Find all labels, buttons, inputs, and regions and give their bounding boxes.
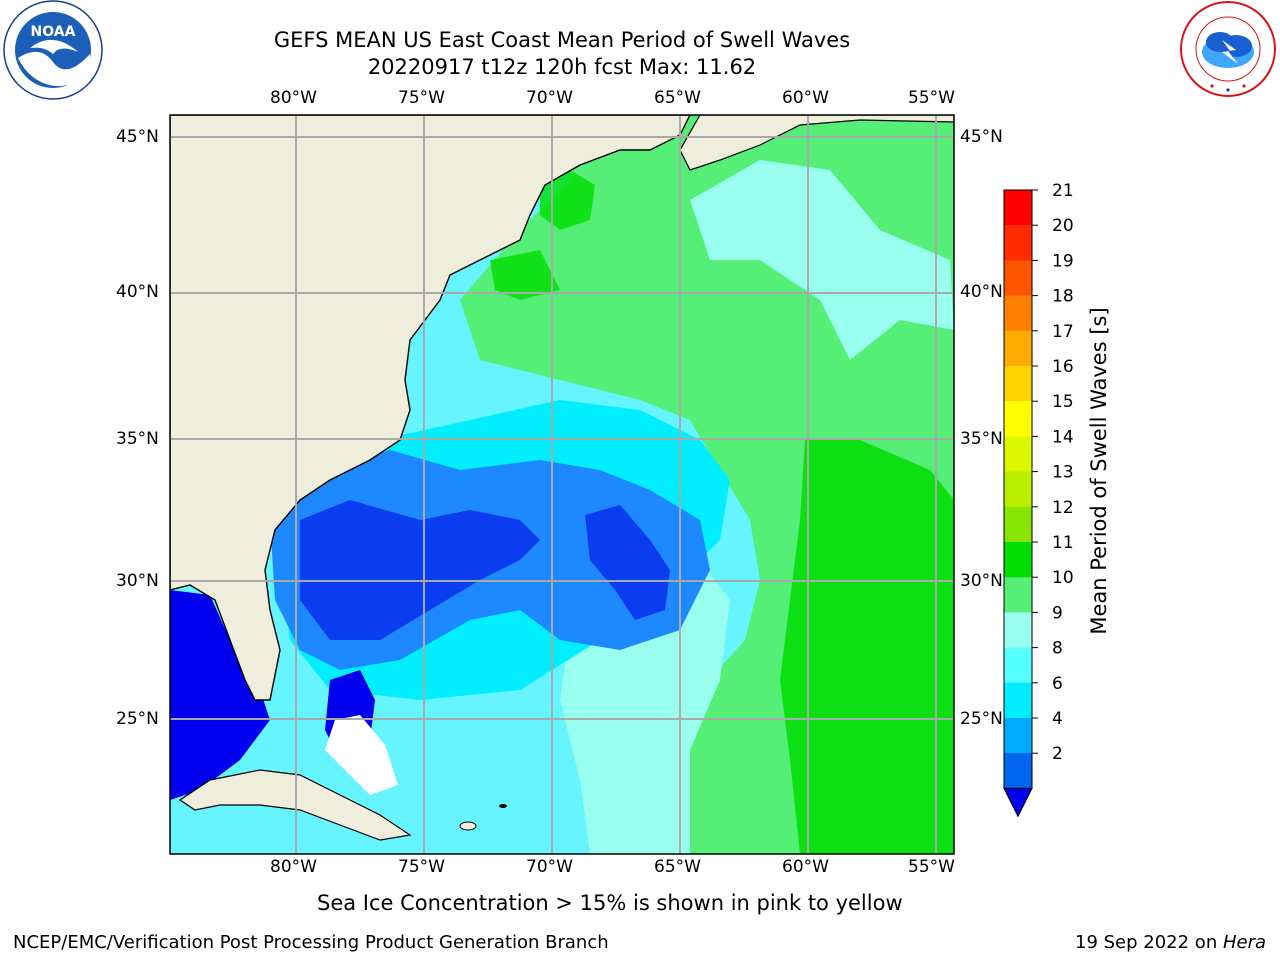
credit-line: NCEP/EMC/Verification Post Processing Pr…: [13, 932, 609, 953]
colorbar-segment: [1004, 190, 1032, 226]
bahamas-nodata: [325, 715, 398, 795]
colorbar-tick-label: 21: [1052, 181, 1074, 201]
colorbar-segment: [1004, 471, 1032, 508]
lat-tick-right-35n: 35°N: [960, 429, 1003, 449]
lon-tick-top-65w: 65°W: [654, 88, 701, 108]
lat-tick-right-30n: 30°N: [960, 571, 1003, 591]
graticule: [170, 115, 954, 854]
lon-tick-bottom-75w: 75°W: [398, 857, 445, 877]
colorbar-segment: [1004, 542, 1032, 578]
colorbar-tick-label: 19: [1052, 251, 1074, 271]
colorbar-segment: [1004, 718, 1032, 754]
colorbar-segment: [1004, 577, 1032, 613]
lon-tick-top-55w: 55°W: [908, 88, 955, 108]
colorbar-segment: [1004, 401, 1032, 437]
lat-tick-left-30n: 30°N: [116, 571, 159, 591]
hispaniola-island: [459, 821, 477, 831]
lon-tick-bottom-70w: 70°W: [526, 857, 573, 877]
swell-2-4s-region-b: [585, 505, 670, 620]
colorbar-tick-label: 14: [1052, 427, 1074, 447]
noaa-logo: NOAA: [3, 0, 103, 100]
colorbar-label: Mean Period of Swell Waves [s]: [1087, 307, 1111, 634]
colorbar-tick-label: 9: [1052, 603, 1063, 623]
colorbar-tick-label: 8: [1052, 639, 1063, 659]
colorbar-tick-label: 12: [1052, 498, 1074, 518]
colorbar-segment: [1004, 506, 1032, 543]
lon-tick-top-80w: 80°W: [270, 88, 317, 108]
colorbar-tick-label: 4: [1052, 709, 1063, 729]
map-frame: [169, 114, 955, 855]
chart-subtitle: 20220917 t12z 120h fcst Max: 11.62: [367, 55, 757, 79]
colorbar-segment: [1004, 225, 1032, 261]
colorbar-segment: [1004, 682, 1032, 719]
colorbar-tick-label: 11: [1052, 533, 1074, 553]
colorbar: 21 20 19 18 17 16 15 14 13 12 11 10 9 8 6 4 2: [1003, 181, 1074, 818]
swell-10-11s-patch-nj: [490, 250, 560, 300]
swell-10-11s-region: [780, 440, 954, 854]
lat-tick-right-25n: 25°N: [960, 709, 1003, 729]
lon-tick-top-70w: 70°W: [526, 88, 573, 108]
lat-tick-right-40n: 40°N: [960, 282, 1003, 302]
colorbar-tick-label: 17: [1052, 322, 1074, 342]
colorbar-segment: [1004, 366, 1032, 402]
colorbar-under-arrow: [1003, 787, 1033, 818]
lon-tick-top-75w: 75°W: [398, 88, 445, 108]
chart-title: GEFS MEAN US East Coast Mean Period of S…: [273, 28, 851, 52]
colorbar-tick-label: 18: [1052, 287, 1074, 307]
colorbar-tick-label: 16: [1052, 357, 1074, 377]
colorbar-tick-label: 15: [1052, 392, 1074, 412]
gulf-under-range-region: [170, 590, 270, 800]
swell-8-9s-patch-a: [690, 160, 954, 360]
colorbar-segment: [1004, 647, 1032, 684]
lat-tick-left-40n: 40°N: [116, 282, 159, 302]
maritimes-land: [679, 115, 954, 171]
lat-tick-left-45n: 45°N: [116, 127, 159, 147]
colorbar-tick-label: 13: [1052, 463, 1074, 483]
swell-2-4s-region-a: [300, 500, 540, 640]
colorbar-segment: [1004, 612, 1032, 649]
north-america-land: [170, 115, 691, 701]
map-panel: [170, 115, 954, 854]
colorbar-segment: [1004, 330, 1032, 367]
colorbar-segment: [1004, 436, 1032, 473]
lat-tick-left-35n: 35°N: [116, 429, 159, 449]
colorbar-tick-label: 20: [1052, 216, 1074, 236]
swell-10-11s-patch-gulf-maine: [540, 170, 595, 230]
sea-ice-note: Sea Ice Concentration > 15% is shown in …: [317, 891, 903, 915]
lon-tick-bottom-55w: 55°W: [908, 857, 955, 877]
lon-tick-bottom-65w: 65°W: [654, 857, 701, 877]
colorbar-tick-label: 2: [1052, 744, 1063, 764]
colorbar-tick-label: 10: [1052, 568, 1074, 588]
lat-tick-left-25n: 25°N: [116, 709, 159, 729]
lon-tick-top-60w: 60°W: [782, 88, 829, 108]
nws-logo: [1180, 1, 1276, 97]
lon-tick-bottom-60w: 60°W: [782, 857, 829, 877]
island-a: [499, 804, 507, 808]
machine-name: Hera: [1222, 932, 1266, 953]
colorbar-tick-label: 6: [1052, 674, 1063, 694]
lon-tick-bottom-80w: 80°W: [270, 857, 317, 877]
svg-text:NOAA: NOAA: [31, 24, 76, 40]
colorbar-segment: [1004, 260, 1032, 297]
colorbar-frame: [1003, 189, 1033, 789]
colorbar-segment: [1004, 295, 1032, 332]
colorbar-segment: [1004, 753, 1032, 789]
date-text: 19 Sep 2022 on: [1075, 932, 1223, 953]
lat-tick-right-45n: 45°N: [960, 127, 1003, 147]
date-machine-line: 19 Sep 2022 on Hera: [1075, 932, 1266, 953]
